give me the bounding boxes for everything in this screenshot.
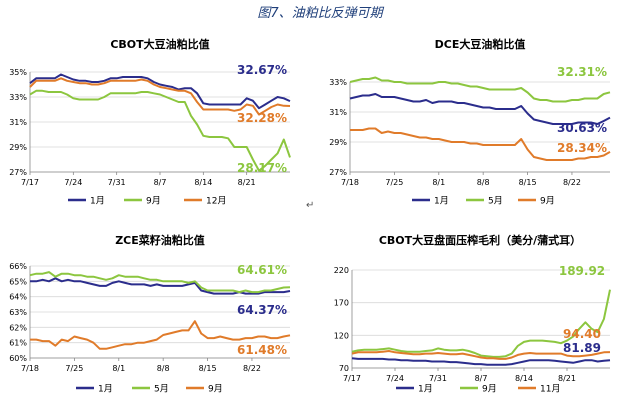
chart-dce-soy-oil-meal-ratio: DCE大豆油粕比值 27% 29% 31% 33% 7/18 7/25 8/1 8/8 8/15 8…: [320, 24, 640, 212]
x-tick-label: 8/14: [515, 374, 533, 383]
series-line: [349, 76, 611, 103]
data-label: 64.37%: [237, 303, 287, 317]
y-tick-label: 61%: [9, 339, 27, 348]
chart-zce-rapeseed-oil-meal-ratio: ZCE菜籽油粕比值 60% 61% 62% 63% 64% 65% 66% 7/18 7/25 8/…: [0, 218, 320, 402]
paragraph-mark: ↵: [306, 200, 315, 211]
legend-label: 1月: [434, 196, 449, 207]
y-tick-label: 62%: [9, 323, 27, 332]
x-tick-label: 8/21: [238, 178, 256, 187]
x-tick-label: 7/25: [65, 364, 83, 373]
series-line: [29, 77, 291, 116]
data-label: 64.61%: [237, 263, 287, 277]
x-tick-label: 8/14: [194, 178, 212, 187]
y-tick-label: 66%: [9, 262, 27, 271]
x-tick-label: 8/7: [475, 374, 488, 383]
data-label: 32.31%: [557, 65, 607, 79]
chart-title: CBOT大豆油粕比值: [110, 37, 209, 51]
y-tick-label: 29%: [9, 143, 27, 152]
data-label: 28.34%: [557, 141, 607, 155]
x-tick-label: 8/7: [154, 178, 167, 187]
data-label: 30.63%: [557, 121, 607, 135]
data-label: 94.40: [563, 327, 601, 341]
data-label: 189.92: [559, 264, 605, 278]
y-tick-label: 63%: [9, 308, 27, 317]
x-tick-label: 7/18: [341, 178, 359, 187]
x-tick-label: 8/22: [563, 178, 581, 187]
x-tick-label: 8/22: [243, 364, 261, 373]
chart-svg: DCE大豆油粕比值 27% 29% 31% 33% 7/18 7/25 8/1 8/8 8/15 8…: [329, 37, 611, 207]
legend-label: 1月: [98, 384, 113, 395]
y-tick-label: 33%: [329, 78, 347, 87]
series-line: [351, 289, 611, 358]
y-tick-label: 35%: [9, 68, 27, 77]
x-tick-label: 8/21: [558, 374, 576, 383]
series-line: [351, 357, 611, 366]
x-tick-label: 8/15: [199, 364, 217, 373]
chart-title: CBOT大豆盘面压榨毛利（美分/蒲式耳）: [379, 233, 581, 247]
legend-label: 9月: [482, 384, 497, 395]
series-line: [29, 73, 291, 110]
x-tick-label: 8/8: [157, 364, 170, 373]
y-tick-label: 29%: [329, 138, 347, 147]
chart-svg: ZCE菜籽油粕比值 60% 61% 62% 63% 64% 65% 66% 7/18 7/25 8/…: [9, 233, 291, 395]
series-line: [349, 93, 611, 125]
y-tick-label: 31%: [329, 108, 347, 117]
x-tick-label: 7/17: [21, 178, 39, 187]
x-tick-label: 7/31: [108, 178, 126, 187]
legend-label: 9月: [208, 384, 223, 395]
y-tick-label: 170: [334, 299, 349, 308]
legend-label: 1月: [90, 196, 105, 207]
x-tick-label: 7/31: [429, 374, 447, 383]
x-tick-label: 8/8: [477, 178, 490, 187]
series-line: [350, 127, 611, 161]
data-label: 81.89: [563, 341, 601, 355]
y-tick-label: 33%: [9, 93, 27, 102]
series-line: [29, 89, 291, 172]
y-tick-label: 220: [334, 266, 349, 275]
chart-title: DCE大豆油粕比值: [435, 37, 526, 51]
data-label: 61.48%: [237, 343, 287, 357]
series-line: [29, 271, 291, 294]
x-tick-label: 7/18: [21, 364, 39, 373]
chart-svg: CBOT大豆油粕比值 27% 29% 31% 33% 35% 7/17 7/24 7/31 8/7…: [9, 37, 291, 207]
y-tick-label: 31%: [9, 118, 27, 127]
legend-label: 9月: [540, 196, 555, 207]
y-tick-label: 65%: [9, 277, 27, 286]
chart-cbot-soy-oil-meal-ratio: CBOT大豆油粕比值 27% 29% 31% 33% 35% 7/17 7/24 7/31 8/7…: [0, 24, 320, 212]
legend-label: 1月: [418, 384, 433, 395]
series-line: [30, 277, 291, 295]
chart-title: ZCE菜籽油粕比值: [115, 233, 205, 247]
y-tick-label: 60%: [9, 354, 27, 363]
y-tick-label: 27%: [9, 168, 27, 177]
legend-label: 5月: [154, 384, 169, 395]
data-label: 32.67%: [237, 63, 287, 77]
series-line: [351, 350, 611, 360]
series-line: [30, 320, 291, 350]
y-tick-label: 27%: [329, 168, 347, 177]
data-label: 28.17%: [237, 161, 287, 175]
legend-label: 9月: [146, 196, 161, 207]
legend-label: 12月: [206, 196, 226, 207]
y-tick-label: 120: [334, 331, 349, 340]
x-tick-label: 7/17: [343, 374, 361, 383]
y-tick-label: 70: [339, 364, 349, 373]
data-label: 32.28%: [237, 111, 287, 125]
page-title: 图7、油粕比反弹可期: [257, 6, 383, 21]
y-tick-label: 64%: [9, 293, 27, 302]
chart-svg: CBOT大豆盘面压榨毛利（美分/蒲式耳） 70 120 170 220 7/17 7/24 7…: [334, 233, 611, 395]
x-tick-label: 8/15: [519, 178, 537, 187]
chart-cbot-soy-crush-margin: CBOT大豆盘面压榨毛利（美分/蒲式耳） 70 120 170 220 7/17 7/24 7…: [320, 218, 640, 402]
x-tick-label: 7/24: [64, 178, 82, 187]
x-tick-label: 8/1: [432, 178, 445, 187]
x-tick-label: 7/24: [386, 374, 404, 383]
x-tick-label: 8/1: [112, 364, 125, 373]
legend-label: 11月: [540, 384, 560, 395]
x-tick-label: 7/25: [385, 178, 403, 187]
legend-label: 5月: [488, 196, 503, 207]
